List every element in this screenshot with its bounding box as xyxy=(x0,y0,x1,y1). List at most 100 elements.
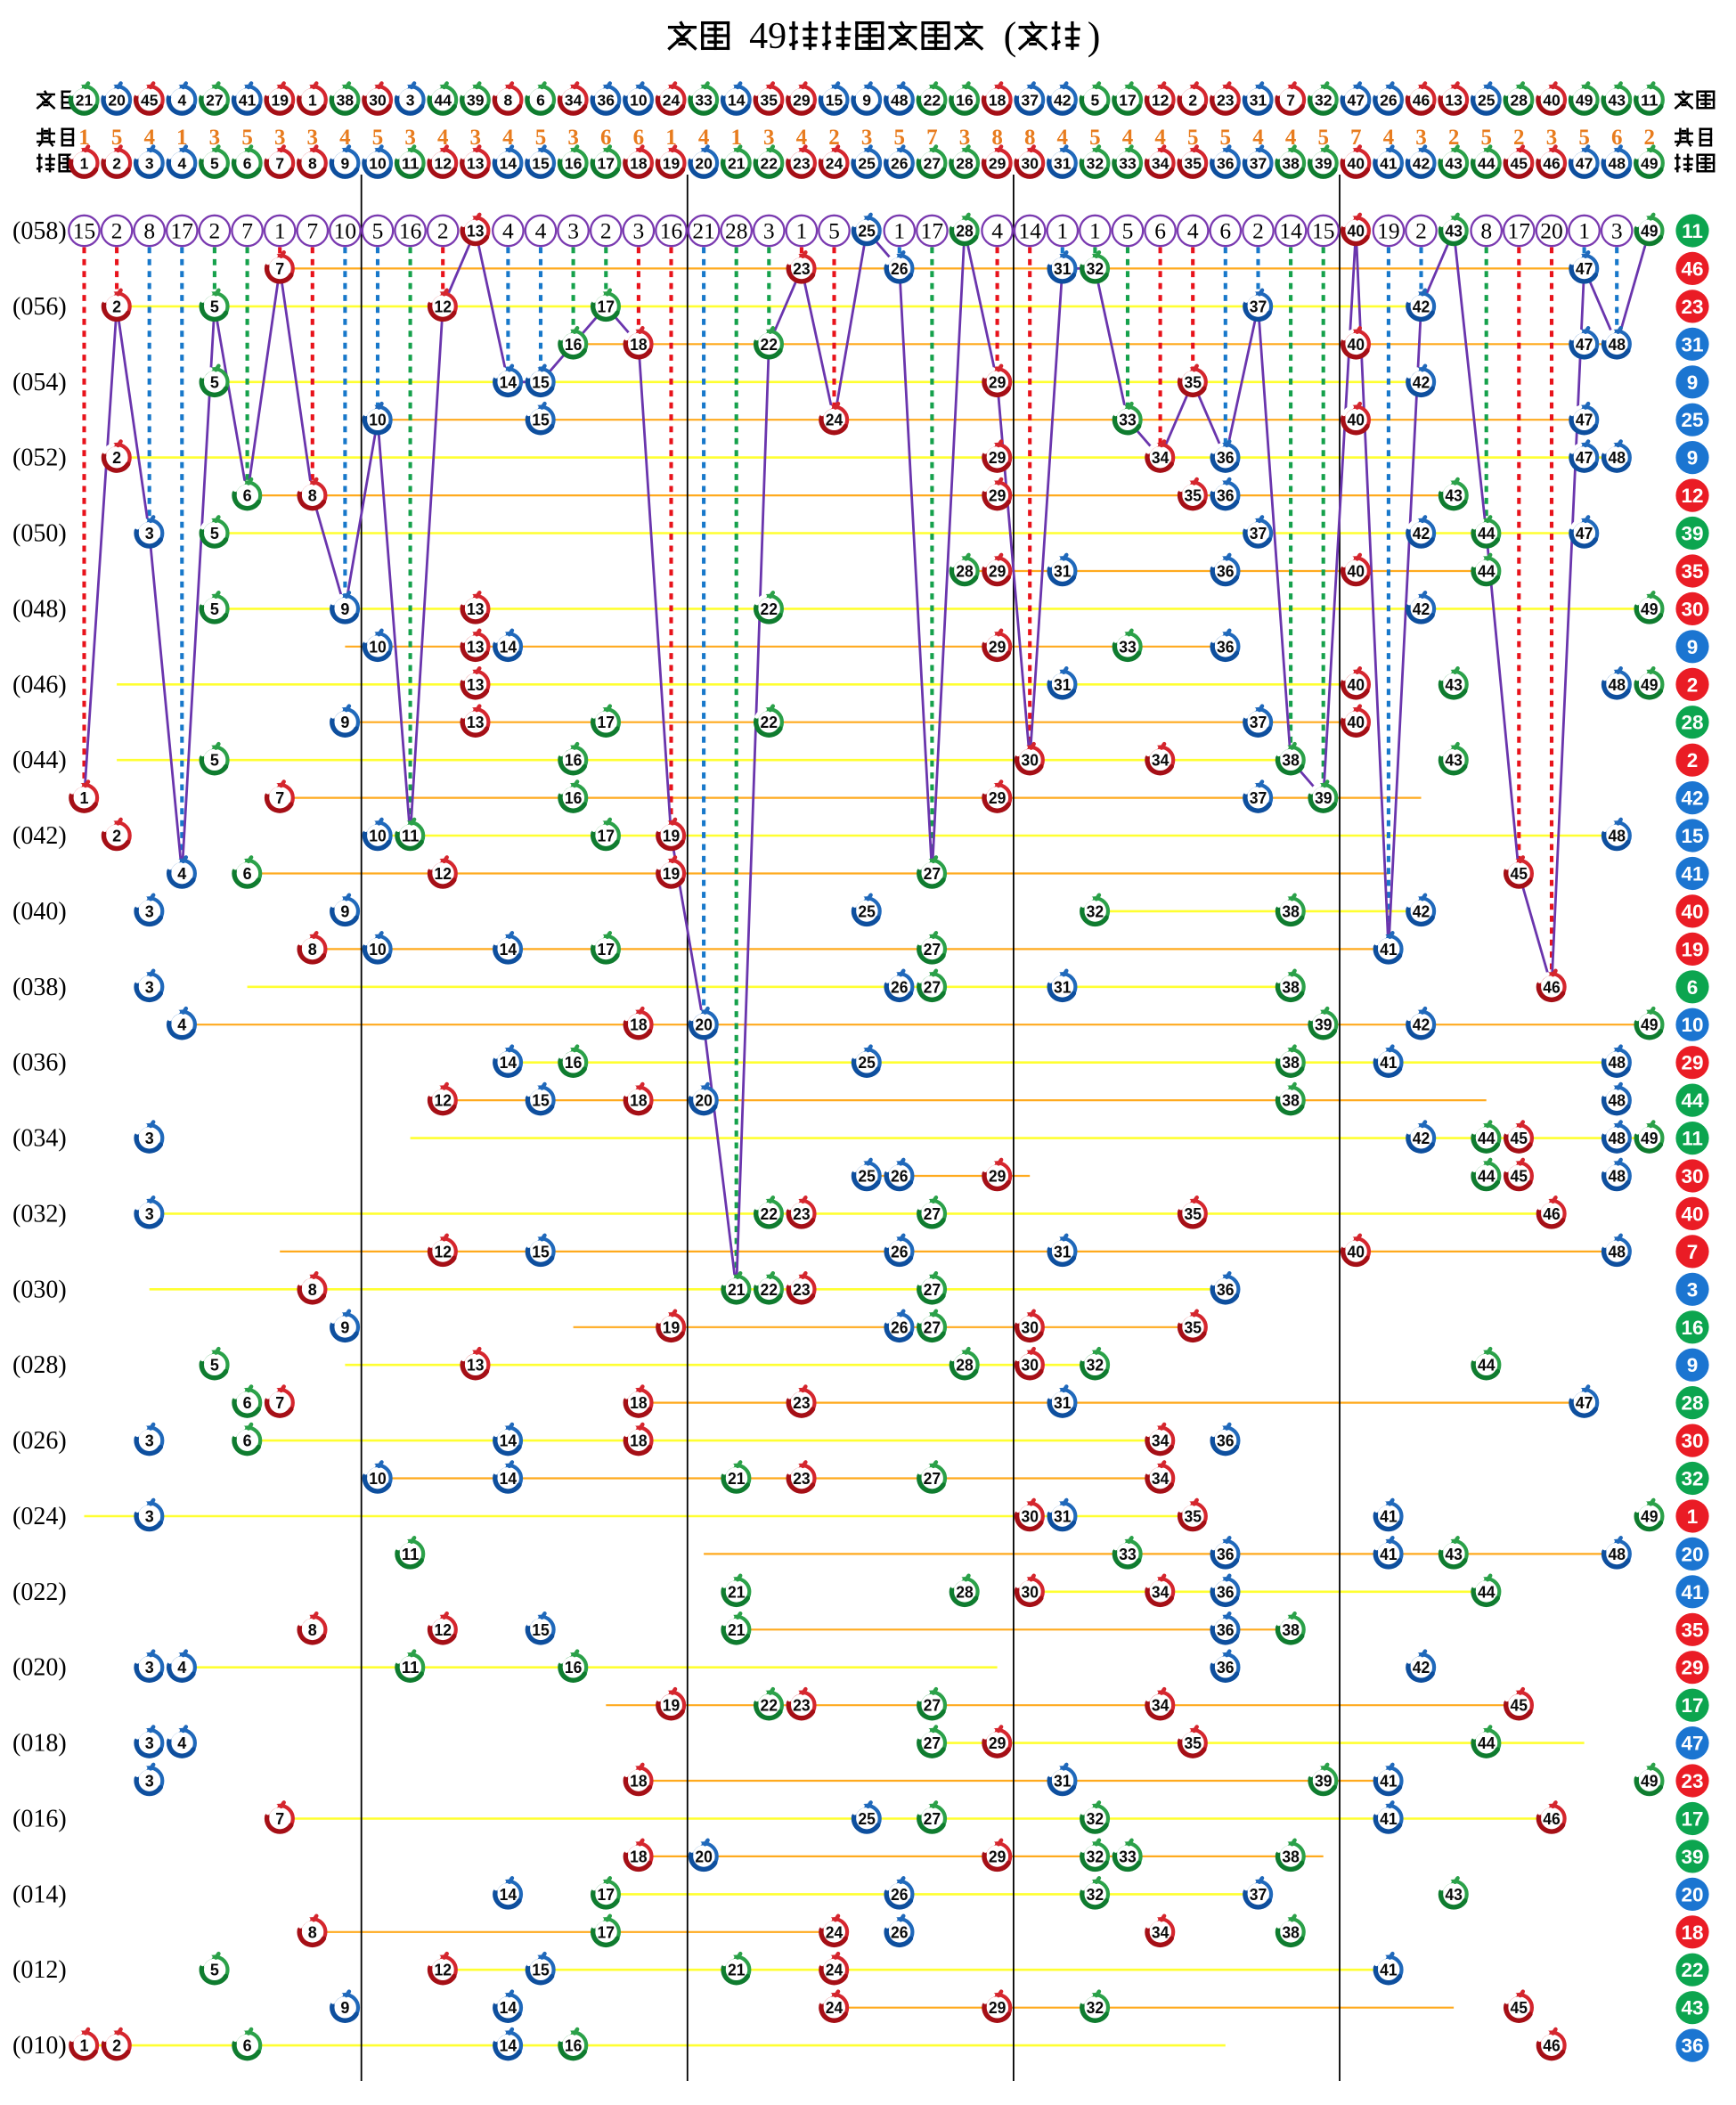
svg-text:44: 44 xyxy=(1478,563,1496,581)
svg-text:19: 19 xyxy=(663,865,681,883)
svg-text:27: 27 xyxy=(924,1318,941,1336)
svg-text:12: 12 xyxy=(434,298,452,315)
svg-text:47: 47 xyxy=(1576,449,1593,467)
svg-text:43: 43 xyxy=(1445,1546,1463,1563)
svg-text:35: 35 xyxy=(761,91,778,109)
svg-text:18: 18 xyxy=(630,336,648,354)
svg-text:29: 29 xyxy=(989,1848,1007,1865)
svg-text:6: 6 xyxy=(1219,218,1231,244)
svg-text:10: 10 xyxy=(369,412,387,429)
svg-text:29: 29 xyxy=(989,487,1007,505)
svg-text:43: 43 xyxy=(1445,154,1463,172)
svg-text:30: 30 xyxy=(1021,1318,1039,1336)
svg-text:(046): (046) xyxy=(12,671,67,698)
svg-text:(048): (048) xyxy=(12,595,67,623)
svg-text:40: 40 xyxy=(1348,563,1365,581)
svg-text:4: 4 xyxy=(177,865,186,883)
svg-text:48: 48 xyxy=(1608,1243,1626,1261)
svg-text:28: 28 xyxy=(956,563,974,581)
svg-text:44: 44 xyxy=(1478,1357,1496,1375)
svg-text:3: 3 xyxy=(1415,126,1427,150)
svg-text:41: 41 xyxy=(1380,1810,1398,1828)
svg-text:8: 8 xyxy=(308,487,317,505)
svg-text:6: 6 xyxy=(1154,218,1166,244)
svg-text:5: 5 xyxy=(210,1357,219,1375)
svg-text:8: 8 xyxy=(308,154,317,172)
svg-text:40: 40 xyxy=(1348,223,1365,241)
svg-text:2: 2 xyxy=(437,218,449,244)
svg-text:4: 4 xyxy=(698,126,710,150)
svg-text:17: 17 xyxy=(921,218,944,244)
svg-text:38: 38 xyxy=(1282,1054,1300,1072)
svg-text:34: 34 xyxy=(1152,1470,1170,1488)
svg-text:11: 11 xyxy=(402,154,420,172)
svg-text:23: 23 xyxy=(793,1470,811,1488)
svg-text:19: 19 xyxy=(663,154,681,172)
svg-text:7: 7 xyxy=(926,126,938,150)
svg-text:14: 14 xyxy=(500,1432,518,1450)
svg-text:46: 46 xyxy=(1413,91,1430,109)
svg-text:7: 7 xyxy=(306,218,318,244)
svg-text:27: 27 xyxy=(924,865,941,883)
svg-text:28: 28 xyxy=(956,223,974,241)
svg-text:1: 1 xyxy=(730,126,742,150)
svg-text:18: 18 xyxy=(630,1848,648,1865)
svg-text:28: 28 xyxy=(1681,1392,1703,1415)
svg-text:(034): (034) xyxy=(12,1125,67,1153)
svg-text:34: 34 xyxy=(1152,1697,1170,1715)
svg-text:14: 14 xyxy=(500,638,518,656)
svg-text:32: 32 xyxy=(1681,1468,1703,1490)
svg-text:30: 30 xyxy=(369,91,387,109)
svg-text:4: 4 xyxy=(1383,126,1395,150)
svg-text:49: 49 xyxy=(1641,1130,1659,1147)
svg-text:20: 20 xyxy=(695,1092,713,1110)
svg-text:4: 4 xyxy=(177,1016,186,1034)
svg-text:39: 39 xyxy=(1315,789,1333,807)
svg-text:35: 35 xyxy=(1184,1318,1202,1336)
svg-text:29: 29 xyxy=(1681,1052,1703,1074)
svg-text:41: 41 xyxy=(1380,941,1398,959)
svg-text:9: 9 xyxy=(862,91,871,109)
svg-text:16: 16 xyxy=(565,154,583,172)
svg-text:3: 3 xyxy=(145,902,154,920)
svg-text:35: 35 xyxy=(1184,1508,1202,1526)
svg-text:43: 43 xyxy=(1445,1886,1463,1904)
svg-text:5: 5 xyxy=(1091,91,1100,109)
svg-text:2: 2 xyxy=(112,2037,121,2055)
svg-text:3: 3 xyxy=(145,1432,154,1450)
svg-text:3: 3 xyxy=(1687,1278,1699,1301)
svg-text:5: 5 xyxy=(1187,126,1199,150)
svg-text:5: 5 xyxy=(1317,126,1329,150)
svg-text:6: 6 xyxy=(243,865,252,883)
svg-text:35: 35 xyxy=(1681,1619,1703,1641)
svg-text:46: 46 xyxy=(1543,978,1561,996)
svg-text:40: 40 xyxy=(1681,901,1703,923)
svg-text:36: 36 xyxy=(1217,1583,1235,1601)
svg-text:40: 40 xyxy=(1681,1203,1703,1225)
svg-text:30: 30 xyxy=(1681,1430,1703,1452)
svg-text:28: 28 xyxy=(956,1583,974,1601)
svg-text:(054): (054) xyxy=(12,369,67,396)
svg-text:16: 16 xyxy=(399,218,422,244)
svg-text:26: 26 xyxy=(891,1318,909,1336)
svg-text:1: 1 xyxy=(796,218,808,244)
svg-text:12: 12 xyxy=(434,1243,452,1261)
svg-text:(040): (040) xyxy=(12,898,67,926)
svg-text:26: 26 xyxy=(1380,91,1398,109)
svg-text:3: 3 xyxy=(567,218,579,244)
svg-text:12: 12 xyxy=(1681,485,1703,507)
svg-text:35: 35 xyxy=(1184,373,1202,391)
svg-text:26: 26 xyxy=(891,1168,909,1186)
svg-text:43: 43 xyxy=(1445,676,1463,694)
svg-text:25: 25 xyxy=(858,1810,876,1828)
svg-text:): ) xyxy=(1088,14,1101,58)
svg-text:33: 33 xyxy=(1119,412,1137,429)
svg-text:47: 47 xyxy=(1576,260,1593,278)
svg-text:33: 33 xyxy=(1119,154,1137,172)
svg-text:9: 9 xyxy=(340,600,349,618)
svg-text:42: 42 xyxy=(1413,1130,1430,1147)
svg-text:47: 47 xyxy=(1576,336,1593,354)
svg-text:44: 44 xyxy=(1478,525,1496,543)
svg-text:3: 3 xyxy=(470,126,482,150)
svg-text:48: 48 xyxy=(1608,449,1626,467)
